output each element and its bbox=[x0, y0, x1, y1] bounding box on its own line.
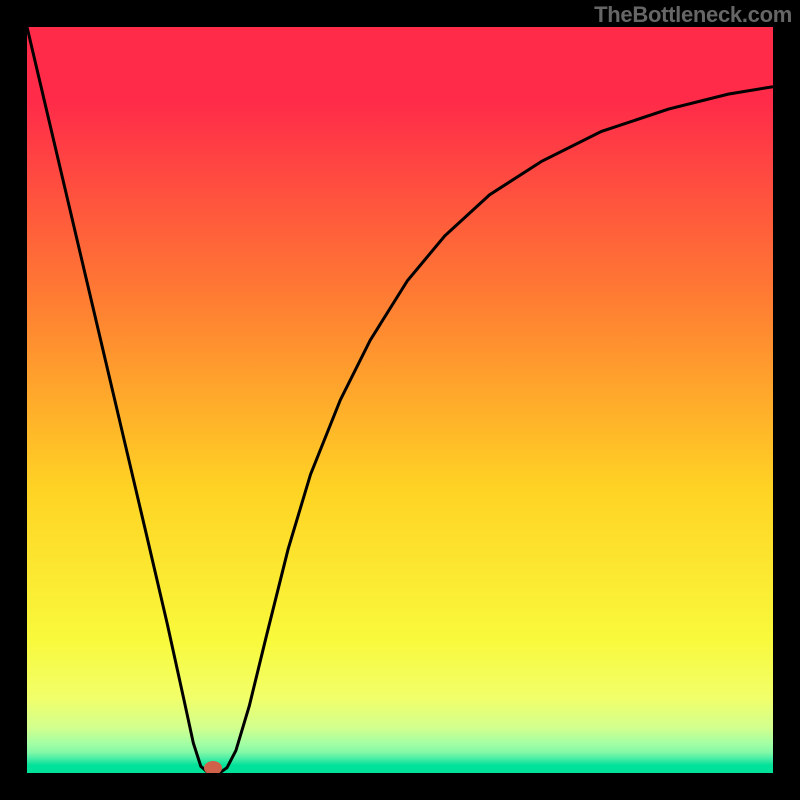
plot-area bbox=[27, 27, 773, 773]
attribution-label: TheBottleneck.com bbox=[594, 2, 792, 28]
curve-layer bbox=[27, 27, 773, 773]
bottleneck-curve bbox=[27, 27, 773, 773]
chart-frame: TheBottleneck.com bbox=[0, 0, 800, 800]
optimal-point-marker bbox=[204, 761, 222, 773]
